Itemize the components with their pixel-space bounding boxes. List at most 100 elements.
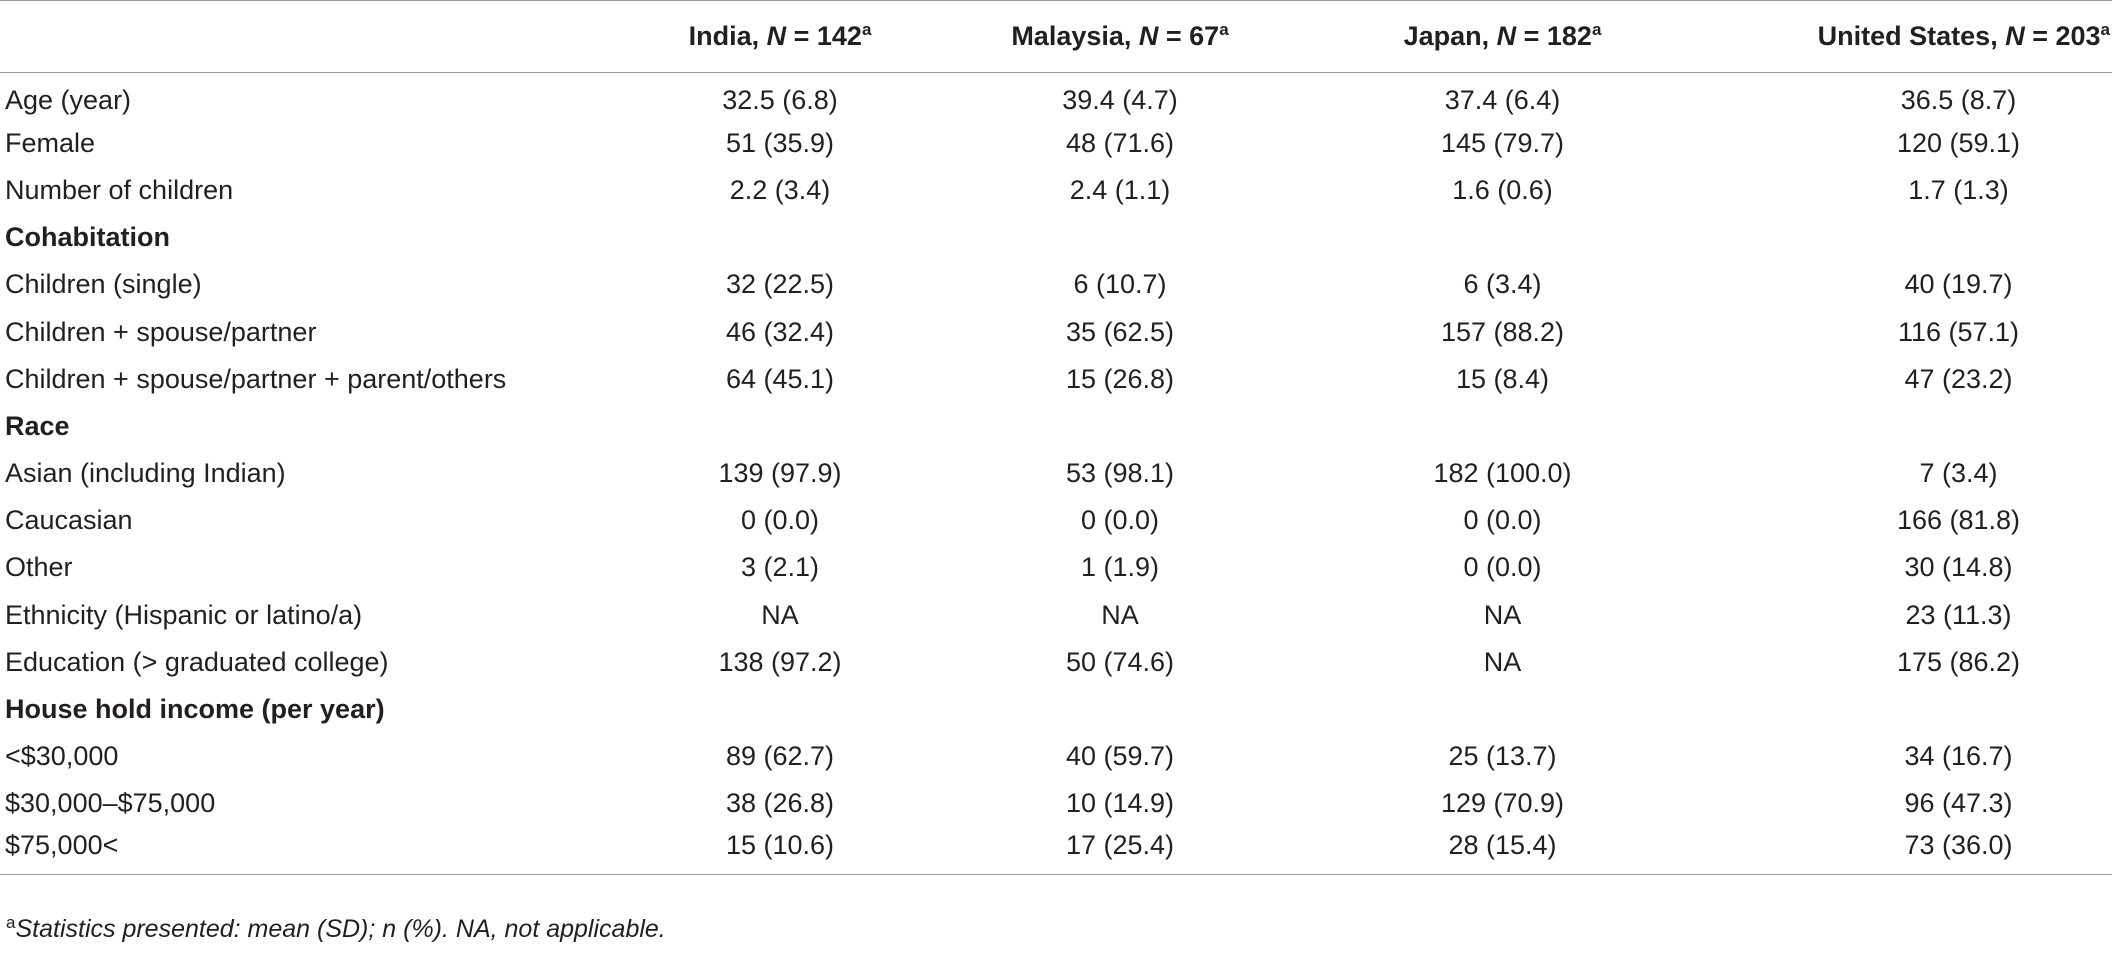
row-label: Children (single) (5, 269, 202, 300)
sample-size-value: = 67 (1158, 21, 1220, 51)
cell-value: 34 (16.7) (1904, 741, 2013, 772)
cell-value: 3 (2.1) (740, 552, 820, 583)
table-row: <$30,000 89 (62.7) 40 (59.7) 25 (13.7) 34 (1… (0, 733, 2112, 780)
cell-value: 139 (97.9) (718, 458, 842, 489)
cell-value: 50 (74.6) (1065, 646, 1175, 677)
country-name: United States, (1817, 21, 2006, 51)
cell-value: 40 (19.7) (1904, 269, 2013, 300)
cell-value (1685, 214, 2112, 261)
table-row: Caucasian 0 (0.0) 0 (0.0) 0 (0.0) 166 (81.8) (0, 497, 2112, 544)
table-row: Age (year) 32.5 (6.8) 39.4 (4.7) 37.4 (6.4)… (0, 73, 2112, 120)
table-row: Number of children 2.2 (3.4) 2.4 (1.1) 1.6 … (0, 167, 2112, 214)
header-cell-country: India, N = 142a (640, 1, 920, 73)
section-heading: House hold income (per year) (5, 694, 385, 725)
cell-value (640, 214, 920, 261)
header-row: India, N = 142a Malaysia, N = 67a Japan, N… (0, 0, 2112, 73)
cell-value: NA (1483, 646, 1522, 677)
section-row: House hold income (per year) (0, 686, 2112, 733)
sample-size-symbol: N (1496, 21, 1517, 51)
row-label: Children + spouse/partner + parent/other… (5, 363, 507, 394)
footnote-mark: a (2100, 20, 2110, 39)
footnote-mark: a (1219, 20, 1229, 39)
cell-value: 35 (62.5) (1065, 316, 1175, 347)
cell-value: 10 (14.9) (1065, 788, 1175, 819)
cell-value: 40 (59.7) (1065, 741, 1175, 772)
sample-size-symbol: N (766, 21, 787, 51)
cell-value: 0 (0.0) (1463, 552, 1542, 583)
footnote-mark: a (6, 913, 16, 932)
cell-value: 1.7 (1.3) (1908, 174, 2009, 205)
cell-value: 53 (98.1) (1065, 458, 1175, 489)
sample-size-symbol: N (1138, 21, 1159, 51)
table-row: Female 51 (35.9) 48 (71.6) 145 (79.7) 120 (5… (0, 120, 2112, 167)
cell-value: 46 (32.4) (725, 316, 835, 347)
cell-value: 48 (71.6) (1065, 127, 1175, 158)
cell-value: 145 (79.7) (1440, 127, 1565, 158)
table-row: Asian (including Indian) 139 (97.9) 53 (98… (0, 450, 2112, 497)
cell-value: 28 (15.4) (1448, 830, 1557, 861)
cell-value: 0 (0.0) (1463, 505, 1542, 536)
cell-value: 73 (36.0) (1904, 830, 2013, 861)
row-label: $30,000–$75,000 (5, 788, 216, 819)
cell-value: 175 (86.2) (1896, 646, 2021, 677)
header-cell-country: United States, N = 203a (1685, 1, 2112, 73)
cell-value: 2.4 (1.1) (1069, 174, 1171, 205)
header-cell-label (0, 1, 640, 73)
cell-value: 6 (10.7) (1073, 269, 1167, 300)
table-row: Children + spouse/partner 46 (32.4) 35 (62… (0, 308, 2112, 355)
cell-value: 32 (22.5) (725, 269, 835, 300)
section-heading: Race (5, 410, 70, 441)
cell-value (1685, 686, 2112, 733)
cell-value: 39.4 (4.7) (1062, 84, 1178, 115)
row-label: Age (year) (5, 84, 132, 115)
cell-value: 37.4 (6.4) (1444, 84, 1561, 115)
cell-value: 89 (62.7) (725, 741, 835, 772)
header-cell-country: Japan, N = 182a (1320, 1, 1685, 73)
cell-value: 17 (25.4) (1065, 830, 1175, 861)
row-label: <$30,000 (5, 741, 119, 772)
header-cell-country: Malaysia, N = 67a (920, 1, 1320, 73)
table-row: $75,000< 15 (10.6) 17 (25.4) 28 (15.4) 73 (3… (0, 828, 2112, 875)
cell-value: 1 (1.9) (1080, 552, 1160, 583)
table-row: Children + spouse/partner + parent/other… (0, 356, 2112, 403)
country-name: Japan, (1403, 21, 1497, 51)
cell-value: 32.5 (6.8) (722, 84, 838, 115)
cell-value (1320, 403, 1685, 450)
table-row: Ethnicity (Hispanic or latino/a) NA NA NA 23… (0, 592, 2112, 639)
row-label: Asian (including Indian) (5, 458, 286, 489)
row-label: Caucasian (5, 505, 133, 536)
table-footnote: aStatistics presented: mean (SD); n (%).… (6, 913, 666, 944)
cell-value: 51 (35.9) (725, 127, 835, 158)
footnote-text: Statistics presented: mean (SD); n (%). … (15, 915, 666, 943)
row-label: Other (5, 552, 73, 583)
cell-value: 116 (57.1) (1897, 316, 2020, 347)
cell-value: NA (761, 599, 799, 630)
table-row: Other 3 (2.1) 1 (1.9) 0 (0.0) 30 (14.8) (0, 544, 2112, 591)
cell-value (920, 214, 1320, 261)
cell-value: 2.2 (3.4) (729, 174, 831, 205)
country-name: India, (688, 21, 767, 51)
cell-value: 0 (0.0) (1080, 505, 1160, 536)
row-label: Education (> graduated college) (5, 646, 389, 677)
country-name: Malaysia, (1011, 21, 1139, 51)
table-body: Age (year) 32.5 (6.8) 39.4 (4.7) 37.4 (6.4)… (0, 73, 2112, 875)
cell-value: 25 (13.7) (1448, 741, 1557, 772)
cell-value (1685, 403, 2112, 450)
table-header: India, N = 142a Malaysia, N = 67a Japan, N… (0, 0, 2112, 73)
row-label: Number of children (5, 174, 234, 205)
row-label: $75,000< (5, 830, 119, 861)
cell-value (920, 403, 1320, 450)
demographics-table: India, N = 142a Malaysia, N = 67a Japan, N… (0, 0, 2112, 875)
cell-value: NA (1101, 599, 1139, 630)
cell-value: 96 (47.3) (1904, 788, 2013, 819)
section-heading: Cohabitation (5, 222, 170, 253)
cell-value: 166 (81.8) (1896, 505, 2021, 536)
section-row: Race (0, 403, 2112, 450)
cell-value: 157 (88.2) (1440, 316, 1565, 347)
cell-value (1320, 214, 1685, 261)
row-label: Ethnicity (Hispanic or latino/a) (5, 599, 363, 630)
sample-size-symbol: N (2005, 21, 2025, 51)
cell-value: 36.5 (8.7) (1900, 84, 2017, 115)
footnote-mark: a (1591, 20, 1602, 39)
cell-value: NA (1483, 599, 1522, 630)
